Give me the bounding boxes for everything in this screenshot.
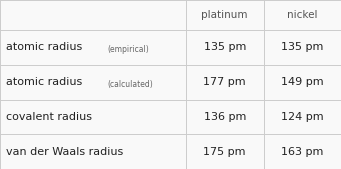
Text: 136 pm: 136 pm — [204, 112, 246, 122]
Text: 163 pm: 163 pm — [281, 147, 324, 157]
Text: 175 pm: 175 pm — [204, 147, 246, 157]
Text: 124 pm: 124 pm — [281, 112, 324, 122]
Text: platinum: platinum — [202, 10, 248, 20]
Text: atomic radius: atomic radius — [6, 77, 83, 87]
Text: 149 pm: 149 pm — [281, 77, 324, 87]
Text: nickel: nickel — [287, 10, 317, 20]
Text: 177 pm: 177 pm — [203, 77, 246, 87]
Text: (empirical): (empirical) — [107, 45, 149, 54]
Text: covalent radius: covalent radius — [6, 112, 92, 122]
Text: (calculated): (calculated) — [107, 80, 153, 89]
Text: atomic radius: atomic radius — [6, 42, 83, 52]
Text: 135 pm: 135 pm — [204, 42, 246, 52]
Text: 135 pm: 135 pm — [281, 42, 324, 52]
Text: van der Waals radius: van der Waals radius — [6, 147, 123, 157]
